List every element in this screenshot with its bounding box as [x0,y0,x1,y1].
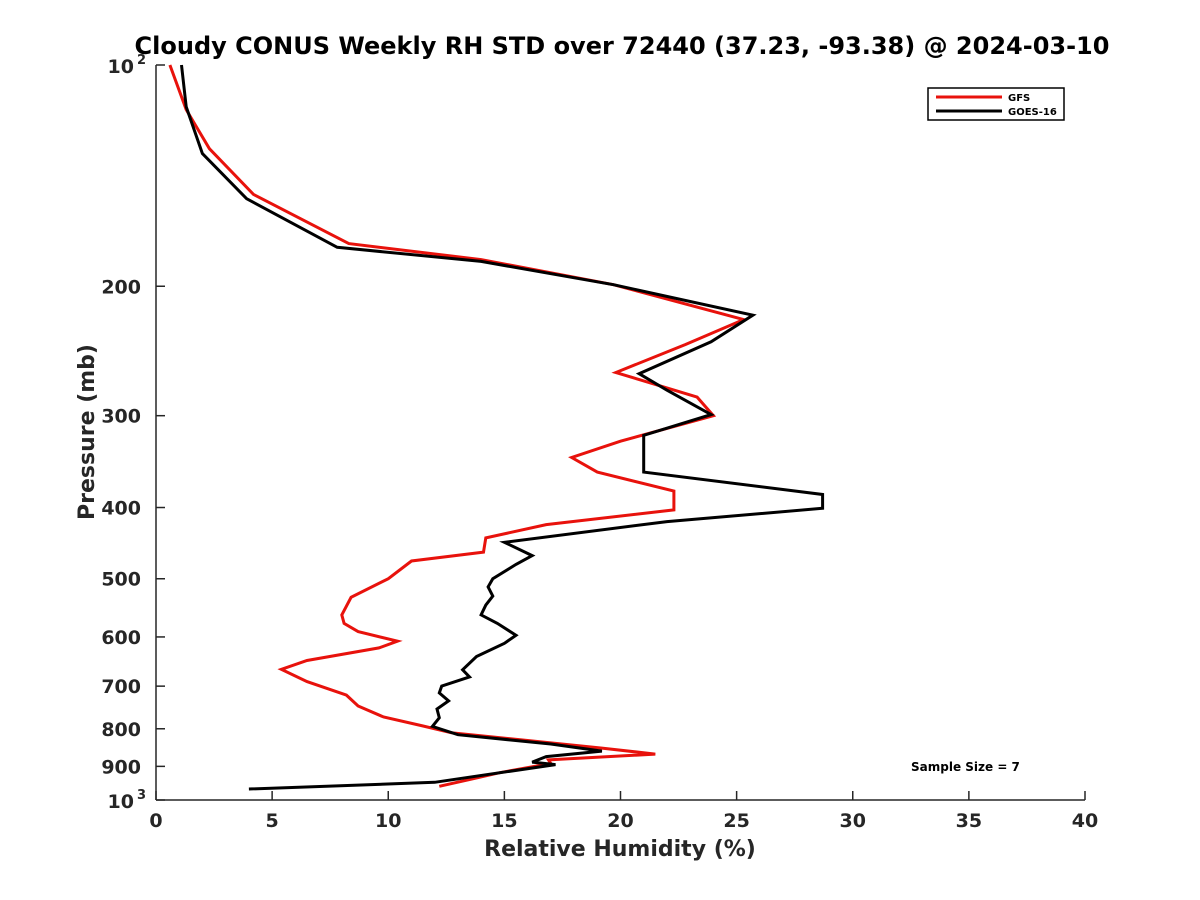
x-tick-label: 0 [149,810,162,832]
y-tick-label: 300 [101,406,141,428]
x-tick-label: 35 [956,810,982,832]
x-tick-label: 25 [723,810,749,832]
y-tick-label: 600 [101,627,141,649]
y-tick-label: 900 [101,756,141,778]
series-line-goes-16 [180,64,825,791]
x-tick-label: 40 [1072,810,1098,832]
series-group [168,64,825,791]
x-tick-label: 5 [266,810,279,832]
y-axis-label: Pressure (mb) [75,344,100,520]
x-tick-label: 10 [375,810,401,832]
y-tick-label: 700 [101,676,141,698]
legend: GFS GOES-16 [927,87,1065,121]
chart-title: Cloudy CONUS Weekly RH STD over 72440 (3… [135,32,1110,60]
y-tick-label: 200 [101,276,141,298]
x-tick-label: 15 [491,810,517,832]
y-tick-label: 800 [101,719,141,741]
y-tick-label-power: 10 2 [108,53,146,78]
legend-label-goes-16: GOES-16 [1008,107,1057,118]
x-axis-label: Relative Humidity (%) [484,837,756,862]
y-tick-label-exponent: 2 [137,53,146,68]
legend-label-gfs: GFS [1008,93,1030,104]
y-tick-label-base: 10 [108,56,134,78]
x-tick-label: 30 [840,810,866,832]
y-tick-label: 500 [101,569,141,591]
x-tick-label: 20 [607,810,633,832]
legend-box [927,87,1065,121]
y-tick-label-exponent: 3 [137,788,146,803]
y-tick-label: 400 [101,498,141,520]
y-tick-label-power: 10 3 [108,788,146,813]
x-ticks: 0 5 10 15 20 25 30 35 40 [149,791,1098,832]
y-tick-label-base: 10 [108,791,134,813]
sample-size-annotation: Sample Size = 7 [911,760,1020,774]
